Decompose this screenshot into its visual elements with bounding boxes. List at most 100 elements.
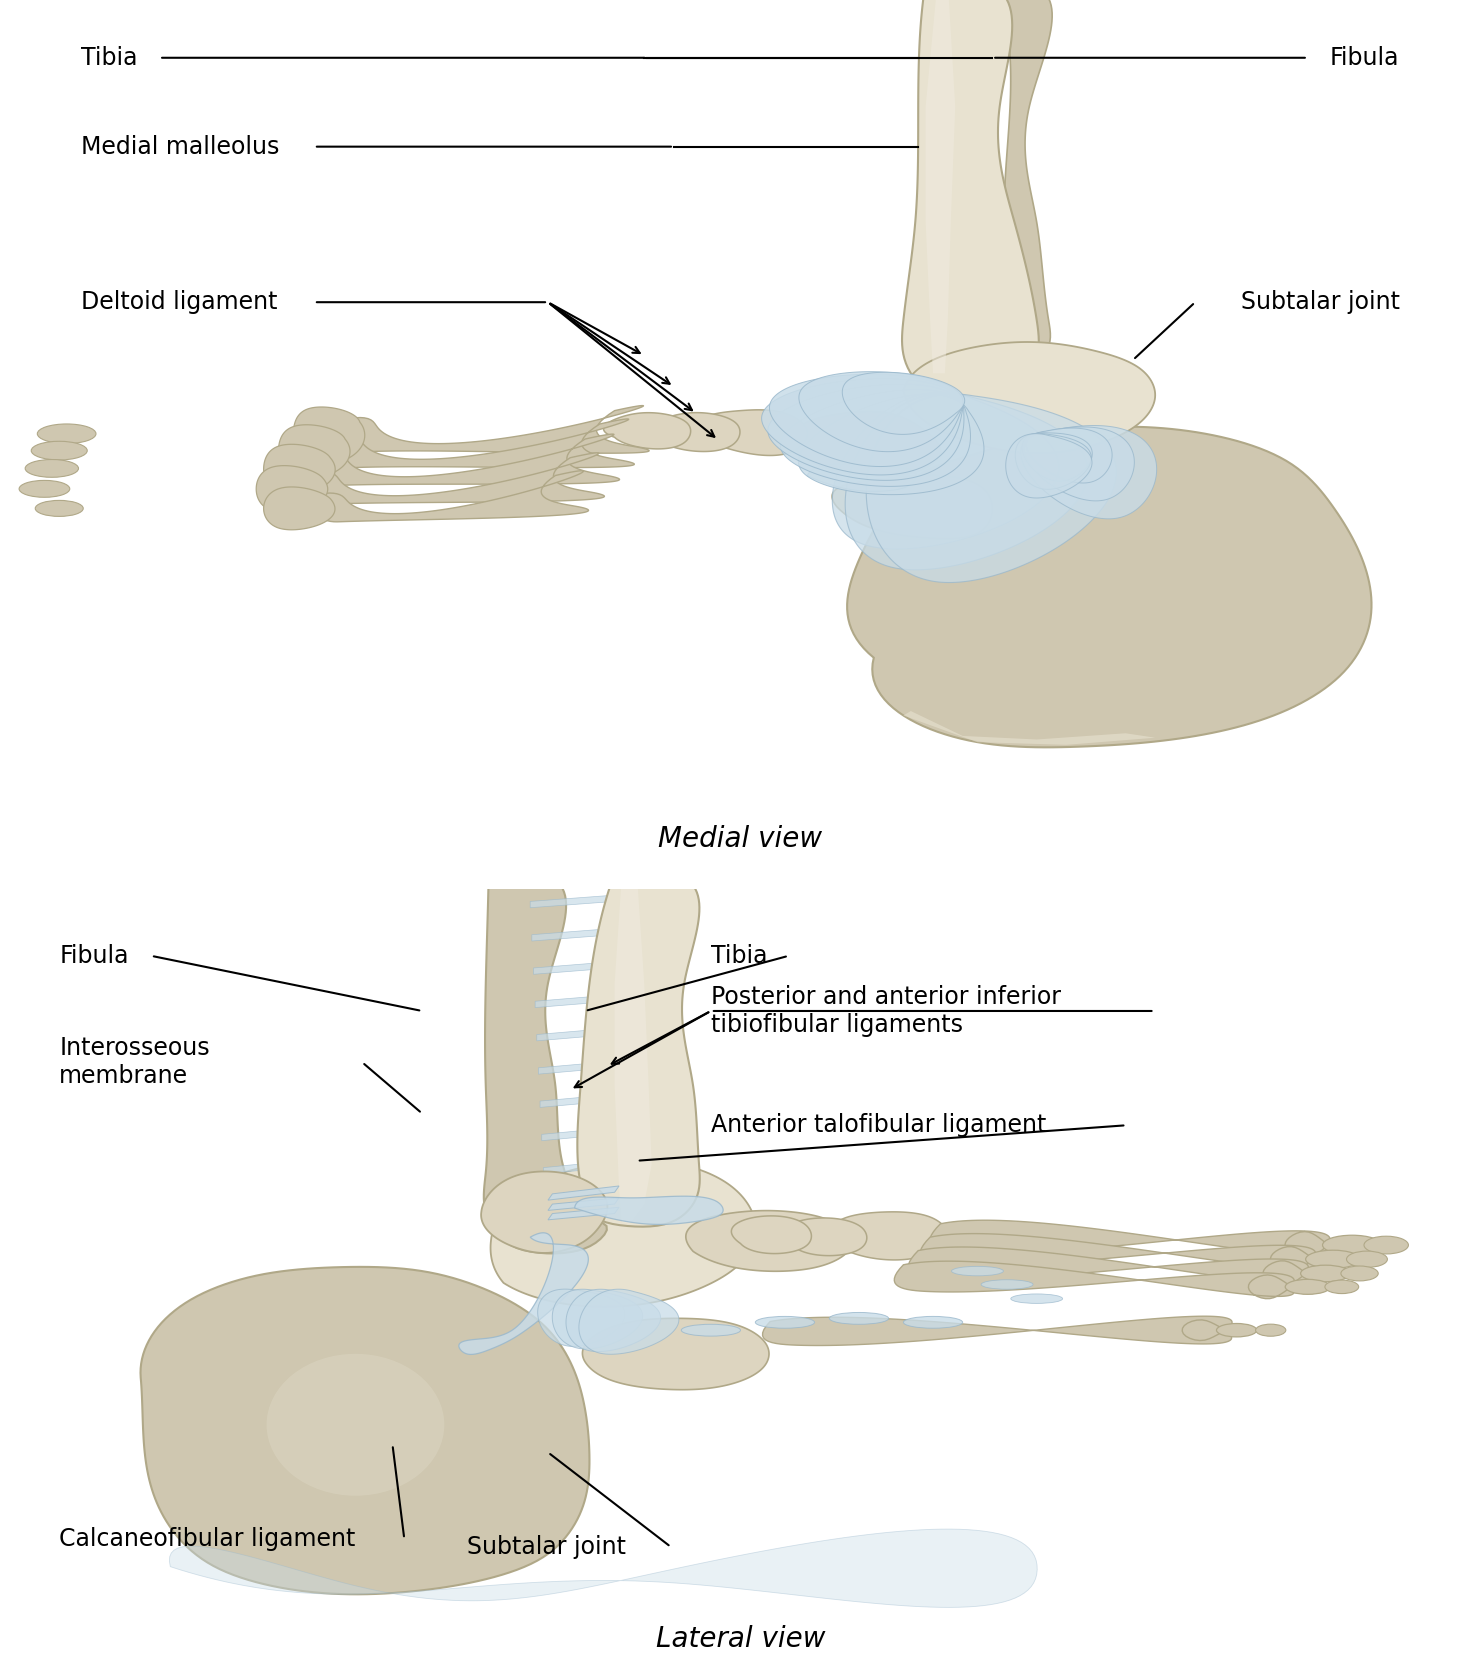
Polygon shape <box>895 1261 1294 1298</box>
Polygon shape <box>533 961 613 974</box>
Polygon shape <box>866 394 1117 582</box>
Polygon shape <box>767 384 964 480</box>
Polygon shape <box>264 444 335 495</box>
Ellipse shape <box>755 1316 815 1328</box>
Polygon shape <box>770 374 963 466</box>
Polygon shape <box>843 372 964 434</box>
Text: Medial malleolus: Medial malleolus <box>81 134 280 159</box>
Polygon shape <box>535 994 612 1008</box>
Polygon shape <box>579 1290 678 1355</box>
Polygon shape <box>256 466 327 511</box>
Polygon shape <box>490 1160 755 1306</box>
Polygon shape <box>310 434 619 485</box>
Ellipse shape <box>25 459 78 478</box>
Polygon shape <box>542 1129 609 1140</box>
Polygon shape <box>847 426 1371 748</box>
Polygon shape <box>304 453 604 505</box>
Polygon shape <box>544 1162 609 1174</box>
Polygon shape <box>920 1234 1315 1271</box>
Polygon shape <box>575 1196 723 1224</box>
Polygon shape <box>785 1218 866 1256</box>
Polygon shape <box>1022 433 1093 481</box>
Ellipse shape <box>267 1353 444 1496</box>
Polygon shape <box>763 1316 1232 1345</box>
Text: Fibula: Fibula <box>1330 45 1400 70</box>
Polygon shape <box>548 1186 619 1201</box>
Ellipse shape <box>1346 1251 1388 1268</box>
Polygon shape <box>278 424 350 478</box>
Polygon shape <box>141 1266 589 1595</box>
Polygon shape <box>686 1211 852 1271</box>
Polygon shape <box>481 1172 607 1253</box>
Ellipse shape <box>829 1313 889 1325</box>
Ellipse shape <box>952 1266 1004 1276</box>
Polygon shape <box>807 465 917 491</box>
Polygon shape <box>548 1207 619 1219</box>
Polygon shape <box>615 874 652 1224</box>
Polygon shape <box>732 1216 812 1254</box>
Polygon shape <box>832 392 1059 548</box>
Polygon shape <box>538 1290 625 1347</box>
Polygon shape <box>903 342 1155 453</box>
Ellipse shape <box>982 1280 1034 1290</box>
Polygon shape <box>831 1212 948 1259</box>
Polygon shape <box>311 471 588 522</box>
Text: Lateral view: Lateral view <box>656 1625 825 1654</box>
Polygon shape <box>696 409 807 456</box>
Text: Interosseous
membrane: Interosseous membrane <box>59 1036 210 1088</box>
Polygon shape <box>539 1062 610 1075</box>
Text: Tibia: Tibia <box>711 944 767 968</box>
Ellipse shape <box>1012 1295 1063 1303</box>
Polygon shape <box>902 0 1038 402</box>
Polygon shape <box>541 1095 610 1107</box>
Polygon shape <box>908 1248 1308 1286</box>
Polygon shape <box>324 419 634 468</box>
Polygon shape <box>566 1290 661 1352</box>
Text: Posterior and anterior inferior
tibiofibular ligaments: Posterior and anterior inferior tibiofib… <box>711 984 1060 1036</box>
Polygon shape <box>484 870 607 1253</box>
Polygon shape <box>530 896 615 907</box>
Polygon shape <box>832 475 992 538</box>
Polygon shape <box>761 379 963 475</box>
Polygon shape <box>545 1194 607 1207</box>
Ellipse shape <box>31 441 87 459</box>
Ellipse shape <box>1286 1280 1330 1295</box>
Ellipse shape <box>19 480 70 498</box>
Ellipse shape <box>1323 1236 1382 1254</box>
Polygon shape <box>604 413 690 449</box>
Polygon shape <box>1016 433 1091 490</box>
Polygon shape <box>459 1233 588 1355</box>
Text: Subtalar joint: Subtalar joint <box>1241 290 1400 314</box>
Polygon shape <box>792 411 940 476</box>
Polygon shape <box>1023 428 1134 501</box>
Ellipse shape <box>1364 1236 1408 1254</box>
Polygon shape <box>780 389 970 486</box>
Polygon shape <box>926 0 955 374</box>
Polygon shape <box>903 711 1155 745</box>
Text: Calcaneofibular ligament: Calcaneofibular ligament <box>59 1528 355 1551</box>
Ellipse shape <box>681 1325 740 1337</box>
Polygon shape <box>169 1529 1037 1607</box>
Polygon shape <box>995 0 1052 366</box>
Ellipse shape <box>1340 1266 1379 1281</box>
Polygon shape <box>930 1221 1330 1258</box>
Ellipse shape <box>1256 1325 1286 1337</box>
Text: Fibula: Fibula <box>59 944 129 968</box>
Text: Subtalar joint: Subtalar joint <box>467 1534 625 1560</box>
Ellipse shape <box>1300 1264 1351 1281</box>
Polygon shape <box>532 929 613 941</box>
Ellipse shape <box>1306 1249 1360 1268</box>
Ellipse shape <box>1216 1323 1257 1337</box>
Text: Tibia: Tibia <box>81 45 138 70</box>
Polygon shape <box>264 486 335 530</box>
Polygon shape <box>1026 428 1112 483</box>
Polygon shape <box>552 1290 643 1348</box>
Polygon shape <box>1006 434 1091 498</box>
Polygon shape <box>846 394 1089 570</box>
Text: Deltoid ligament: Deltoid ligament <box>81 290 278 314</box>
Text: Medial view: Medial view <box>659 825 822 854</box>
Ellipse shape <box>1325 1280 1358 1293</box>
Text: Anterior talofibular ligament: Anterior talofibular ligament <box>711 1114 1046 1137</box>
Ellipse shape <box>903 1316 963 1328</box>
Polygon shape <box>649 413 740 451</box>
